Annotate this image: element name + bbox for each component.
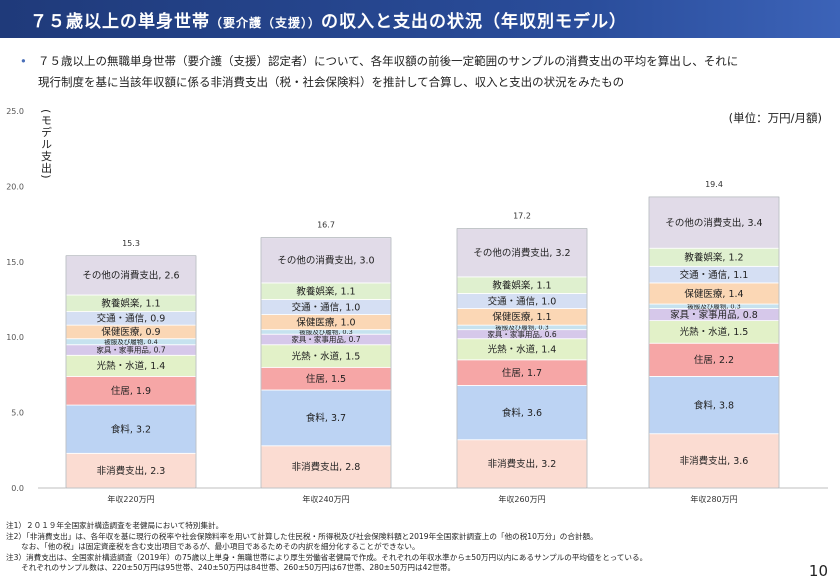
segment-label: 保健医療, 0.9 — [101, 326, 160, 338]
y-tick-label: 0.0 — [11, 484, 24, 493]
description-line-1: ７５歳以上の無職単身世帯（要介護（支援）認定者）について、各年収額の前後一定範囲… — [38, 54, 739, 68]
segment-label: 保健医療, 1.1 — [492, 311, 551, 323]
page-title: ７５歳以上の単身世帯（要介護（支援））の収入と支出の状況（年収別モデル） — [30, 7, 627, 32]
segment-label: 交通・通信, 1.1 — [680, 269, 749, 281]
segment-label: 保健医療, 1.0 — [296, 316, 355, 328]
segment-label: 光熱・水道, 1.5 — [292, 350, 361, 362]
description-bullet: • ７５歳以上の無職単身世帯（要介護（支援）認定者）について、各年収額の前後一定… — [20, 51, 825, 93]
bar-segment — [456, 385, 588, 441]
y-axis-label: (モデル支出) — [40, 109, 53, 180]
segment-label: 被服及び履物, 0.3 — [687, 302, 740, 311]
segment-label: その他の消費支出, 3.0 — [277, 255, 374, 267]
segment-label: 住居, 1.5 — [306, 373, 346, 385]
segment-label: 教養娯楽, 1.1 — [492, 279, 551, 291]
segment-label: 教養娯楽, 1.1 — [101, 298, 160, 310]
bar-outline — [456, 228, 588, 489]
y-tick-label: 20.0 — [6, 182, 24, 191]
title-qualifier: （要介護（支援）） — [210, 16, 322, 30]
bar-outline — [648, 196, 780, 489]
segment-label: 家具・家事用品, 0.7 — [96, 345, 165, 355]
segment-label: 家具・家事用品, 0.6 — [487, 329, 556, 339]
segment-label: 食料, 3.2 — [111, 424, 151, 436]
category-label: 年収260万円 — [498, 494, 545, 504]
footnote-3: 注3）消費支出は、全国家計構造調査（2019年）の75歳以上単身・無職世帯により… — [6, 552, 648, 562]
bar-outline — [65, 255, 197, 489]
bar-segment — [65, 255, 197, 296]
total-label: 15.3 — [122, 239, 140, 248]
unit-label: (単位：万円/月額) — [728, 111, 822, 125]
segment-label: 家具・家事用品, 0.8 — [670, 309, 758, 321]
category-label: 年収240万円 — [302, 494, 349, 504]
bar-segment — [648, 433, 780, 489]
segment-label: 光熱・水道, 1.4 — [488, 344, 557, 356]
segment-label: 食料, 3.7 — [306, 412, 346, 424]
bar-outline — [260, 237, 392, 489]
segment-label: 非消費支出, 3.2 — [488, 458, 557, 470]
bullet-icon: • — [20, 54, 27, 68]
footnote-1: 注1）２０１９年全国家計構造調査を老健局において特別集計。 — [6, 521, 224, 530]
segment-label: その他の消費支出, 3.4 — [665, 217, 762, 229]
segment-label: 交通・通信, 1.0 — [292, 301, 361, 313]
segment-label: 非消費支出, 2.3 — [97, 465, 166, 477]
segment-label: その他の消費支出, 2.6 — [82, 270, 179, 282]
segment-label: 教養娯楽, 1.2 — [684, 252, 743, 264]
segment-label: 教養娯楽, 1.1 — [296, 286, 355, 298]
segment-label: 食料, 3.6 — [502, 407, 542, 419]
footnote-2: 注2）「非消費支出」は、各年収を基に現行の税率や社会保険料率を用いて計算した住民… — [6, 531, 598, 541]
footnotes: 注1）２０１９年全国家計構造調査を老健局において特別集計。 注2）「非消費支出」… — [6, 521, 816, 574]
bar-segment — [648, 342, 780, 377]
segment-label: 食料, 3.8 — [694, 399, 734, 411]
segment-label: 家具・家事用品, 0.7 — [291, 334, 360, 344]
segment-label: 光熱・水道, 1.4 — [97, 360, 166, 372]
segment-label: 住居, 1.9 — [111, 385, 151, 397]
y-tick-label: 10.0 — [6, 333, 24, 342]
segment-label: 交通・通信, 1.0 — [488, 295, 557, 307]
segment-label: 被服及び履物, 0.4 — [104, 337, 157, 346]
segment-label: 住居, 1.7 — [502, 367, 542, 379]
segment-label: 交通・通信, 0.9 — [97, 313, 166, 325]
title-suffix: の収入と支出の状況（年収別モデル） — [321, 12, 628, 32]
title-main: ７５歳以上の単身世帯 — [30, 12, 210, 32]
footnote-2-cont: なお、「他の税」は固定資産税を含む支出項目であるが、最小項目であるためその内訳を… — [6, 542, 420, 552]
y-tick-label: 25.0 — [6, 107, 24, 116]
bar-segment — [456, 359, 588, 386]
segment-label: その他の消費支出, 3.2 — [473, 247, 570, 259]
bar-segment — [65, 452, 197, 489]
title-bar: ７５歳以上の単身世帯（要介護（支援））の収入と支出の状況（年収別モデル） — [0, 0, 840, 38]
segment-label: 非消費支出, 2.8 — [292, 461, 361, 473]
segment-label: 被服及び履物, 0.3 — [495, 323, 548, 332]
bar-segment — [648, 376, 780, 435]
category-label: 年収220万円 — [107, 494, 154, 504]
stacked-bar-chart: 0.0 5.0 10.0 15.0 20.0 25.0 (モデル支出) 非消費支出, 2.3 食… — [6, 107, 828, 504]
total-label: 17.2 — [513, 212, 531, 221]
segment-label: 被服及び履物, 0.3 — [299, 327, 352, 336]
page-number: 10 — [808, 562, 828, 580]
bar-segment — [65, 376, 197, 406]
y-tick-label: 15.0 — [6, 258, 24, 267]
description-line-2: 現行制度を基に当該年収額に係る非消費支出（税・社会保険料）を推計して合算し、収入… — [38, 75, 625, 89]
segment-label: 非消費支出, 3.6 — [680, 455, 749, 467]
category-label: 年収280万円 — [690, 494, 737, 504]
total-label: 16.7 — [317, 221, 335, 230]
total-label: 19.4 — [705, 180, 723, 189]
segment-label: 保健医療, 1.4 — [684, 288, 743, 300]
footnote-3-cont: それぞれのサンプル数は、220±50万円は95世帯、240±50万円は84世帯、… — [6, 563, 456, 573]
segment-label: 光熱・水道, 1.5 — [680, 326, 749, 338]
y-tick-label: 5.0 — [11, 409, 24, 418]
segment-label: 住居, 2.2 — [694, 354, 734, 366]
